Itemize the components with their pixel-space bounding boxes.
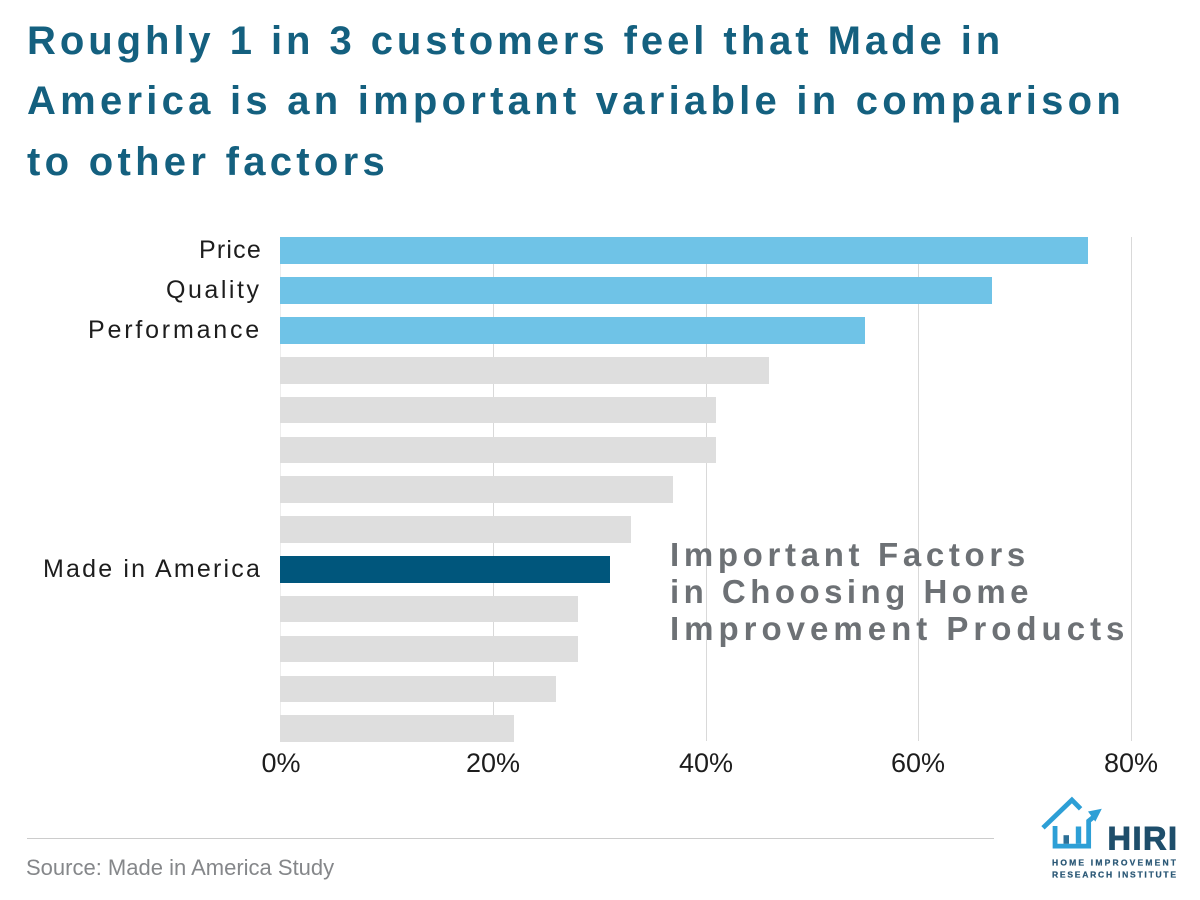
svg-text:HOME IMPROVEMENT: HOME IMPROVEMENT [1052,858,1178,868]
svg-text:RESEARCH INSTITUTE: RESEARCH INSTITUTE [1052,870,1178,880]
svg-text:HIRI: HIRI [1108,820,1179,856]
